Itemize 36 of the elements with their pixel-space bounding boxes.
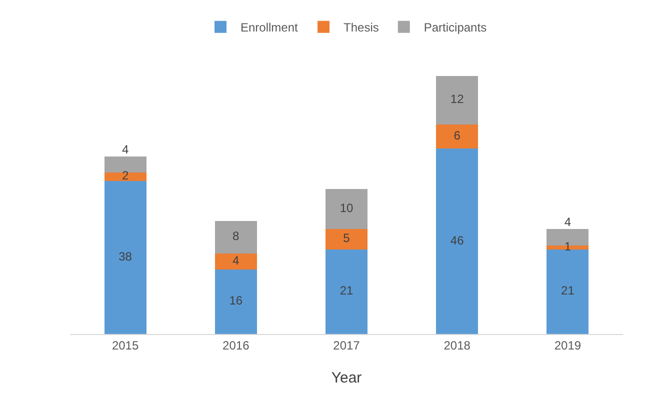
legend-label: Enrollment — [240, 20, 299, 34]
bar — [214, 269, 257, 334]
bar — [104, 156, 146, 173]
data-label: 8 — [232, 229, 240, 244]
bar — [325, 249, 368, 334]
x-tick-label: 2018 — [444, 338, 471, 352]
data-label: 4 — [232, 253, 240, 268]
bar — [436, 148, 478, 334]
legend-label: Thesis — [344, 20, 379, 34]
data-label: 10 — [340, 200, 354, 215]
data-label: 4 — [564, 215, 572, 230]
bar — [546, 249, 589, 334]
x-tick-label: 2019 — [554, 338, 582, 352]
data-label: 4 — [122, 142, 129, 157]
x-tick-label: 2016 — [222, 338, 250, 352]
bar — [325, 229, 368, 250]
x-tick-label: 2017 — [333, 338, 360, 352]
x-axis-title: Year — [331, 369, 362, 386]
bar — [104, 180, 146, 334]
bar — [436, 76, 478, 124]
x-tick-label: 2015 — [112, 338, 139, 352]
data-label: 5 — [343, 231, 350, 246]
bar — [104, 172, 146, 181]
bar — [436, 124, 478, 148]
data-label: 46 — [450, 233, 464, 248]
bar — [214, 253, 257, 270]
data-label: 38 — [118, 249, 132, 264]
data-label: 21 — [340, 284, 354, 298]
data-label: 12 — [450, 92, 464, 106]
legend-label: Participants — [424, 20, 487, 34]
bar — [325, 188, 368, 230]
data-label: 21 — [561, 284, 575, 298]
data-label: 2 — [122, 168, 129, 183]
data-label: 16 — [229, 294, 243, 308]
data-label: 6 — [454, 128, 461, 142]
bar — [214, 221, 257, 254]
